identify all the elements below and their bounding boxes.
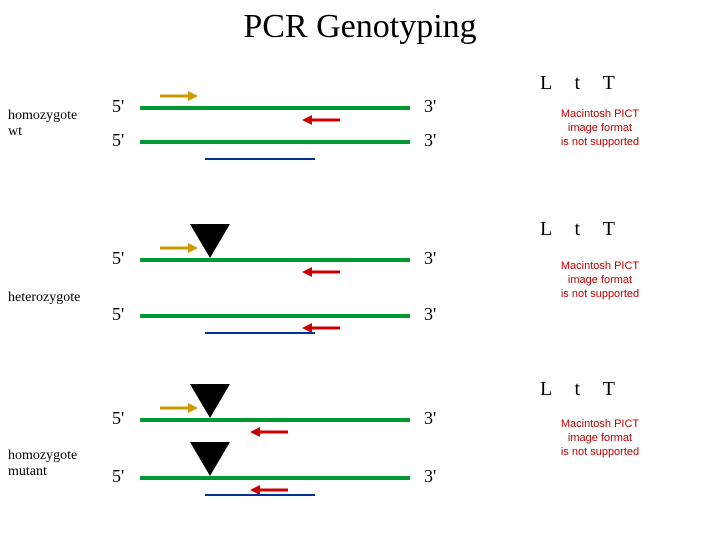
five-prime-label: 5' <box>112 248 124 269</box>
pict-placeholder-wt: Macintosh PICTimage formatis not support… <box>540 108 660 149</box>
pict-line: is not supported <box>540 288 660 302</box>
pict-line: image format <box>540 122 660 136</box>
five-prime-label: 5' <box>112 408 124 429</box>
pict-line: image format <box>540 432 660 446</box>
five-prime-label: 5' <box>112 96 124 117</box>
genotype-label-mut: homozygotemutant <box>8 448 77 480</box>
pict-placeholder-het: Macintosh PICTimage formatis not support… <box>540 260 660 301</box>
reverse-primer-icon <box>300 113 340 127</box>
insert-line <box>205 494 315 496</box>
gel-lane-header-het: L t T <box>540 218 617 241</box>
three-prime-label: 3' <box>424 408 436 429</box>
pict-placeholder-mut: Macintosh PICTimage formatis not support… <box>540 418 660 459</box>
genotype-label-line: homozygote <box>8 448 77 464</box>
insert-line <box>205 158 315 160</box>
gel-lane-header-mut: L t T <box>540 378 617 401</box>
five-prime-label: 5' <box>112 466 124 487</box>
pict-line: is not supported <box>540 446 660 460</box>
three-prime-label: 3' <box>424 466 436 487</box>
reverse-primer-icon <box>300 265 340 279</box>
genotype-label-het: heterozygote <box>8 290 80 306</box>
dna-strand <box>140 476 410 480</box>
forward-primer-icon <box>160 89 200 103</box>
genotype-label-line: heterozygote <box>8 290 80 306</box>
five-prime-label: 5' <box>112 130 124 151</box>
insert-line <box>205 332 315 334</box>
three-prime-label: 3' <box>424 96 436 117</box>
three-prime-label: 3' <box>424 130 436 151</box>
five-prime-label: 5' <box>112 304 124 325</box>
pict-line: image format <box>540 274 660 288</box>
pict-line: Macintosh PICT <box>540 418 660 432</box>
gel-lane-header-wt: L t T <box>540 72 617 95</box>
genotype-label-line: mutant <box>8 464 77 480</box>
pict-line: is not supported <box>540 136 660 150</box>
pict-line: Macintosh PICT <box>540 108 660 122</box>
dna-strand <box>140 258 410 262</box>
genotype-label-wt: homozygotewt <box>8 108 77 140</box>
genotype-label-line: homozygote <box>8 108 77 124</box>
page-title: PCR Genotyping <box>0 8 720 46</box>
reverse-primer-icon <box>248 425 288 439</box>
dna-strand <box>140 418 410 422</box>
dna-strand <box>140 106 410 110</box>
dna-strand <box>140 314 410 318</box>
dna-strand <box>140 140 410 144</box>
pict-line: Macintosh PICT <box>540 260 660 274</box>
insertion-marker-icon <box>190 442 230 476</box>
three-prime-label: 3' <box>424 248 436 269</box>
genotype-label-line: wt <box>8 124 77 140</box>
insertion-marker-icon <box>190 384 230 418</box>
three-prime-label: 3' <box>424 304 436 325</box>
insertion-marker-icon <box>190 224 230 258</box>
